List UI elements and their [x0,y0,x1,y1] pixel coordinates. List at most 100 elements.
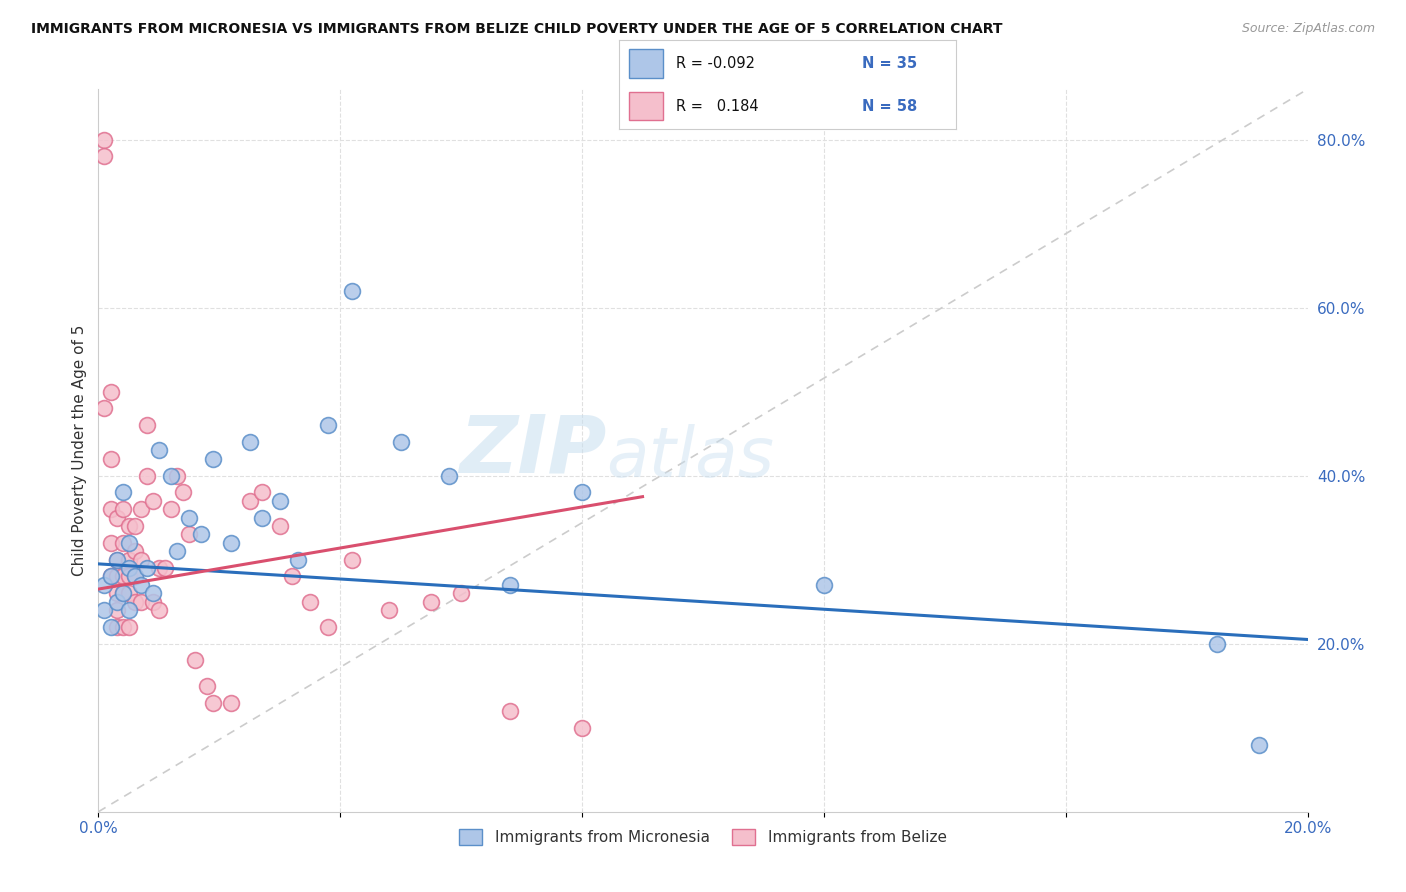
Point [166,468,188,483]
Point [124,569,146,583]
Point [160,502,183,516]
Point [129,578,152,592]
Point [111,586,134,600]
FancyBboxPatch shape [628,49,662,78]
Point [105,603,128,617]
Point [105,586,128,600]
Point [202,696,225,710]
Text: R =   0.184: R = 0.184 [676,99,759,113]
Point [316,620,339,634]
Point [118,620,141,634]
Point [105,595,128,609]
Point [100,536,122,550]
FancyBboxPatch shape [628,92,662,120]
Point [179,510,201,524]
Point [269,494,291,508]
Point [571,721,593,735]
Point [498,704,520,718]
Point [105,510,128,524]
Point [100,451,122,466]
Point [250,485,273,500]
Text: ZIP: ZIP [458,411,606,490]
Point [93,401,115,416]
Point [111,502,134,516]
Point [111,485,134,500]
Point [281,569,304,583]
Point [184,653,207,667]
Point [129,502,152,516]
Point [118,519,141,533]
Point [100,569,122,583]
Point [221,696,243,710]
Point [100,620,122,634]
Point [135,561,157,575]
Text: IMMIGRANTS FROM MICRONESIA VS IMMIGRANTS FROM BELIZE CHILD POVERTY UNDER THE AGE: IMMIGRANTS FROM MICRONESIA VS IMMIGRANTS… [31,22,1002,37]
Point [239,494,262,508]
Point [1206,637,1229,651]
Point [299,595,322,609]
Point [111,620,134,634]
Point [389,435,412,450]
Point [111,569,134,583]
Y-axis label: Child Poverty Under the Age of 5: Child Poverty Under the Age of 5 [72,325,87,576]
Point [93,149,115,163]
Point [148,603,170,617]
Legend: Immigrants from Micronesia, Immigrants from Belize: Immigrants from Micronesia, Immigrants f… [453,822,953,851]
Point [148,561,170,575]
Point [221,536,243,550]
Point [239,435,262,450]
Point [124,569,146,583]
Point [100,384,122,399]
Point [100,502,122,516]
Point [342,284,364,298]
Text: N = 58: N = 58 [862,99,917,113]
Point [287,552,309,566]
Point [813,578,835,592]
Point [195,679,218,693]
Point [420,595,443,609]
Point [250,510,273,524]
Point [118,552,141,566]
Point [166,544,188,558]
Point [118,603,141,617]
Point [118,586,141,600]
Point [153,561,176,575]
Point [118,569,141,583]
Point [1249,738,1271,752]
Point [124,519,146,533]
Point [105,569,128,583]
Point [129,595,152,609]
Point [105,552,128,566]
Point [342,552,364,566]
Point [135,468,157,483]
Point [111,586,134,600]
Point [142,586,165,600]
Point [269,519,291,533]
Point [111,536,134,550]
Point [148,443,170,458]
Point [190,527,212,541]
Point [118,561,141,575]
Point [571,485,593,500]
Point [105,552,128,566]
Point [172,485,194,500]
Text: R = -0.092: R = -0.092 [676,56,755,70]
Point [124,595,146,609]
Point [93,578,115,592]
Text: atlas: atlas [606,425,775,491]
Point [160,468,183,483]
Point [105,620,128,634]
Point [135,418,157,433]
Point [377,603,399,617]
Point [118,536,141,550]
Point [498,578,520,592]
Point [179,527,201,541]
Text: Source: ZipAtlas.com: Source: ZipAtlas.com [1241,22,1375,36]
Point [142,595,165,609]
Point [450,586,472,600]
Point [142,494,165,508]
Point [93,603,115,617]
Point [202,451,225,466]
Point [124,544,146,558]
Point [100,569,122,583]
